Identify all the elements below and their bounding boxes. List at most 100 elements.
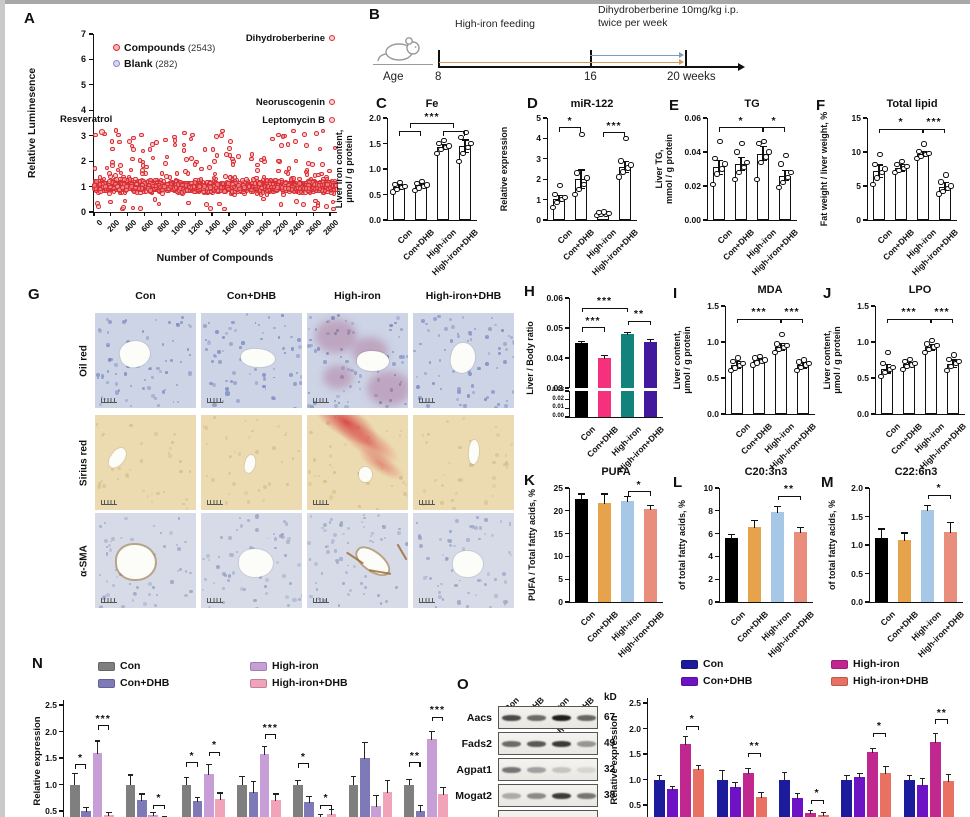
data-point [934,342,940,349]
y-axis-label: of total fatty acids, % [827,500,837,591]
cell-nucleus [398,434,402,437]
error-cap [774,505,781,507]
compound-point [109,139,115,145]
compound-annotation: Neoruscogenin [255,97,325,108]
y-tick-label: 0 [80,207,86,217]
feeding-label: High-iron feeding [455,18,535,30]
cell-nucleus [332,470,336,474]
cell-nucleus [106,592,111,597]
cell-nucleus [96,485,101,490]
cell-nucleus [400,360,404,364]
sig-label: *** [784,306,800,319]
cell-nucleus [229,342,233,346]
sig-bracket [887,318,889,324]
sig-bracket [781,318,783,324]
compound-point [278,202,284,207]
cell-nucleus [228,536,232,540]
cell-nucleus [188,589,193,594]
cell-nucleus [362,513,366,517]
cell-nucleus [206,340,211,345]
y-tick [565,533,569,535]
cell-nucleus [467,331,472,335]
compound-point [288,177,294,182]
cell-nucleus [265,578,269,582]
y-tick [715,578,719,580]
cell-nucleus [363,575,367,578]
cell-nucleus [494,406,498,408]
cell-nucleus [115,576,118,579]
cell-nucleus [225,332,229,336]
compound-point [272,177,278,183]
cell-nucleus [262,377,267,381]
cell-nucleus [419,543,424,548]
cell-nucleus [114,363,118,367]
bar [360,758,370,817]
cell-nucleus [225,380,228,383]
cell-nucleus [169,446,172,450]
compound-point [188,136,194,142]
y-tick [715,533,719,535]
error-bar [822,812,825,817]
compound-point [301,132,307,138]
compound-point [220,128,225,134]
cell-nucleus [221,571,226,576]
frame-left-border [0,0,5,817]
x-axis [569,417,663,419]
data-point [938,179,944,185]
cell-nucleus [286,540,290,544]
cell-nucleus [177,546,182,551]
bar [920,509,935,602]
cell-nucleus [449,338,454,343]
cell-nucleus [221,586,225,590]
error-bar [297,780,299,786]
cell-nucleus [344,405,349,408]
cell-nucleus [466,339,469,342]
cell-nucleus [258,323,261,326]
y-tick [543,199,547,201]
cell-nucleus [318,474,321,477]
error-cap [870,747,876,749]
chart-title: LPO [908,284,932,296]
cell-nucleus [297,344,302,349]
cell-nucleus [474,525,478,530]
compound-point [257,181,263,186]
legend-label: Con+DHB [120,677,170,689]
sig-bracket [685,725,687,731]
sig-bracket [949,494,951,500]
drug-label-line2: twice per week [598,17,668,29]
compound-point [254,162,260,168]
cell-nucleus [254,449,260,455]
cell-nucleus [182,502,185,506]
y-axis-label: Fat weight / liver weight, % [819,111,829,227]
compound-point [313,131,319,136]
bar [680,743,692,817]
error-bar [685,736,687,745]
error-bar [949,522,952,534]
error-bar [219,792,221,801]
y-tick-label: 0 [536,215,541,225]
y-axis [869,488,871,602]
cell-nucleus [376,593,380,597]
compound-point [164,154,170,160]
cell-nucleus [176,383,179,386]
y-tick [565,416,569,418]
histology-row-label: Oil red [78,344,90,377]
cell-nucleus [455,492,459,495]
cell-nucleus [255,527,260,532]
data-point [744,159,750,165]
cell-nucleus [324,546,328,549]
cell-nucleus [347,527,350,530]
vessel-lumen [468,439,480,465]
data-point [758,159,764,165]
cell-nucleus [427,328,431,332]
cell-nucleus [330,465,334,468]
cell-nucleus [260,337,263,340]
timeline-axis [438,66,738,68]
cell-nucleus [101,373,105,377]
sig-bracket [748,752,750,758]
cell-nucleus [509,522,512,524]
cell-nucleus [222,350,225,353]
y-tick [565,407,569,409]
error-cap [94,740,101,742]
cell-nucleus [309,515,313,518]
